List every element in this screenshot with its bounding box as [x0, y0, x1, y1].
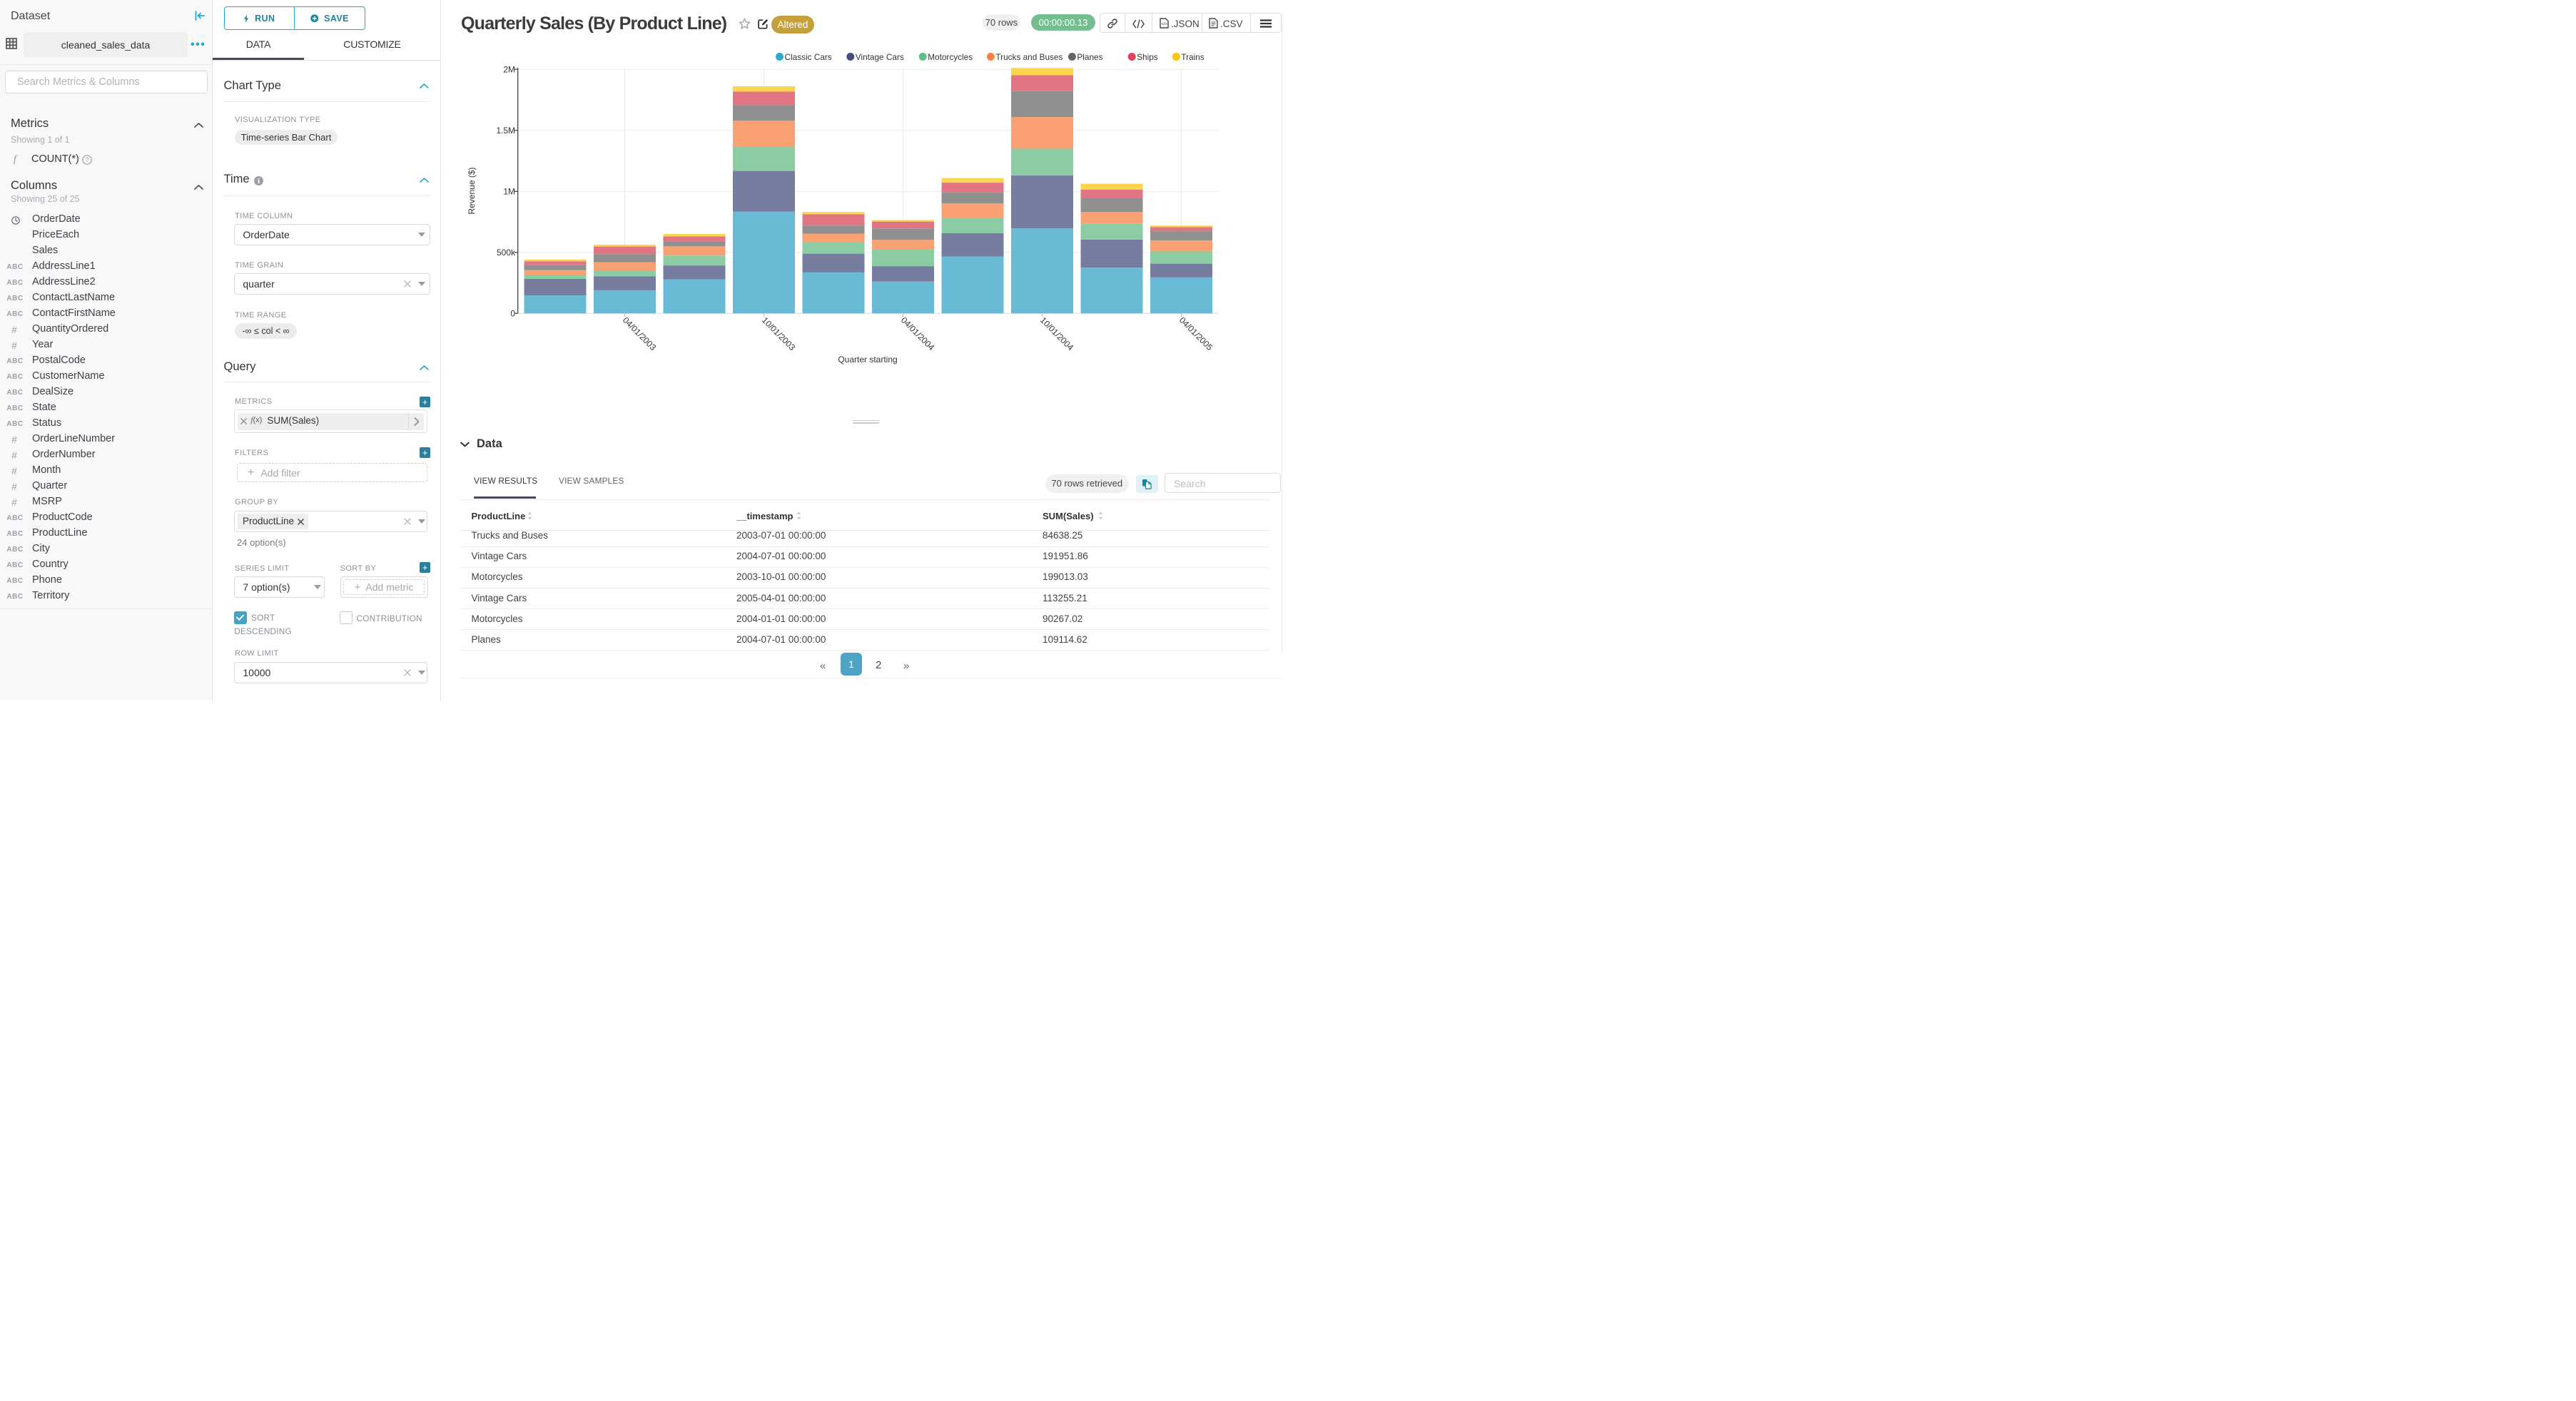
svg-text:Trucks and Buses: Trucks and Buses [995, 52, 1063, 62]
svg-text:1.5M: 1.5M [496, 126, 515, 136]
svg-text:?: ? [85, 156, 88, 163]
svg-text:Trains: Trains [1181, 52, 1204, 62]
svg-text:500k: 500k [497, 248, 516, 258]
svg-text:Vintage Cars: Vintage Cars [856, 52, 904, 62]
svg-text:Ships: Ships [1137, 52, 1158, 62]
svg-text:0: 0 [510, 309, 515, 319]
svg-text:Revenue ($): Revenue ($) [467, 167, 477, 214]
svg-text:Motorcycles: Motorcycles [928, 52, 973, 62]
svg-text:10/01/2004: 10/01/2004 [1038, 315, 1076, 353]
svg-text:2M: 2M [503, 65, 515, 75]
svg-text:Planes: Planes [1077, 52, 1102, 62]
svg-text:Quarter starting: Quarter starting [838, 355, 897, 365]
svg-text:Classic Cars: Classic Cars [785, 52, 832, 62]
svg-text:10/01/2003: 10/01/2003 [760, 315, 798, 353]
svg-text:04/01/2004: 04/01/2004 [899, 315, 937, 353]
svg-text:</>: </> [1161, 23, 1167, 27]
svg-text:1M: 1M [503, 187, 515, 197]
svg-text:04/01/2005: 04/01/2005 [1177, 315, 1215, 353]
svg-text:04/01/2003: 04/01/2003 [621, 315, 659, 353]
